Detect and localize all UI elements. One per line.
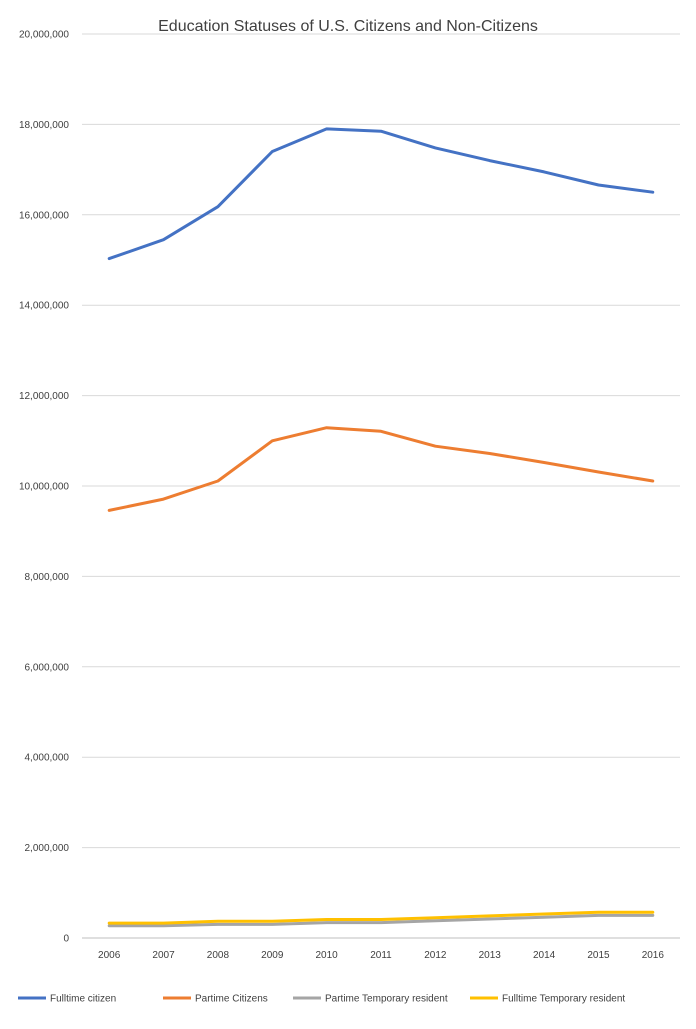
legend-label: Partime Citizens bbox=[195, 994, 268, 1005]
x-tick-label: 2016 bbox=[642, 950, 665, 961]
legend-label: Partime Temporary resident bbox=[325, 994, 448, 1005]
y-tick-label: 14,000,000 bbox=[19, 301, 69, 312]
series-line bbox=[107, 910, 655, 925]
y-tick-label: 10,000,000 bbox=[19, 482, 69, 493]
chart-title: Education Statuses of U.S. Citizens and … bbox=[158, 18, 538, 35]
x-tick-label: 2007 bbox=[152, 950, 175, 961]
x-tick-label: 2013 bbox=[479, 950, 502, 961]
gridlines bbox=[82, 33, 680, 849]
x-tick-label: 2011 bbox=[370, 950, 392, 961]
y-tick-label: 4,000,000 bbox=[25, 753, 70, 764]
series-lines bbox=[107, 127, 655, 928]
x-tick-label: 2006 bbox=[98, 950, 121, 961]
y-tick-label: 8,000,000 bbox=[25, 572, 70, 583]
x-tick-label: 2010 bbox=[316, 950, 339, 961]
y-axis: 0 2,000,000 4,000,000 6,000,000 8,000,000 10,… bbox=[19, 30, 70, 945]
series-line bbox=[107, 913, 655, 928]
x-tick-label: 2008 bbox=[207, 950, 230, 961]
y-tick-label: 18,000,000 bbox=[19, 120, 69, 131]
y-tick-label: 16,000,000 bbox=[19, 210, 69, 221]
legend-label: Fulltime Temporary resident bbox=[502, 994, 625, 1005]
x-tick-label: 2009 bbox=[261, 950, 284, 961]
x-tick-label: 2015 bbox=[587, 950, 610, 961]
y-tick-label: 20,000,000 bbox=[19, 30, 69, 41]
legend-label: Fulltime citizen bbox=[50, 994, 116, 1005]
y-tick-label: 6,000,000 bbox=[25, 662, 70, 673]
x-axis: 2006 2007 2008 2009 2010 2011 2012 2013 2014 2015… bbox=[82, 937, 680, 961]
legend: Fulltime citizen Partime Citizens Partime … bbox=[18, 994, 625, 1005]
series-line bbox=[107, 127, 655, 261]
y-tick-label: 12,000,000 bbox=[19, 391, 69, 402]
y-tick-label: 0 bbox=[63, 934, 69, 945]
y-tick-label: 2,000,000 bbox=[25, 843, 70, 854]
x-tick-label: 2012 bbox=[424, 950, 447, 961]
x-tick-label: 2014 bbox=[533, 950, 556, 961]
series-line bbox=[107, 426, 655, 512]
